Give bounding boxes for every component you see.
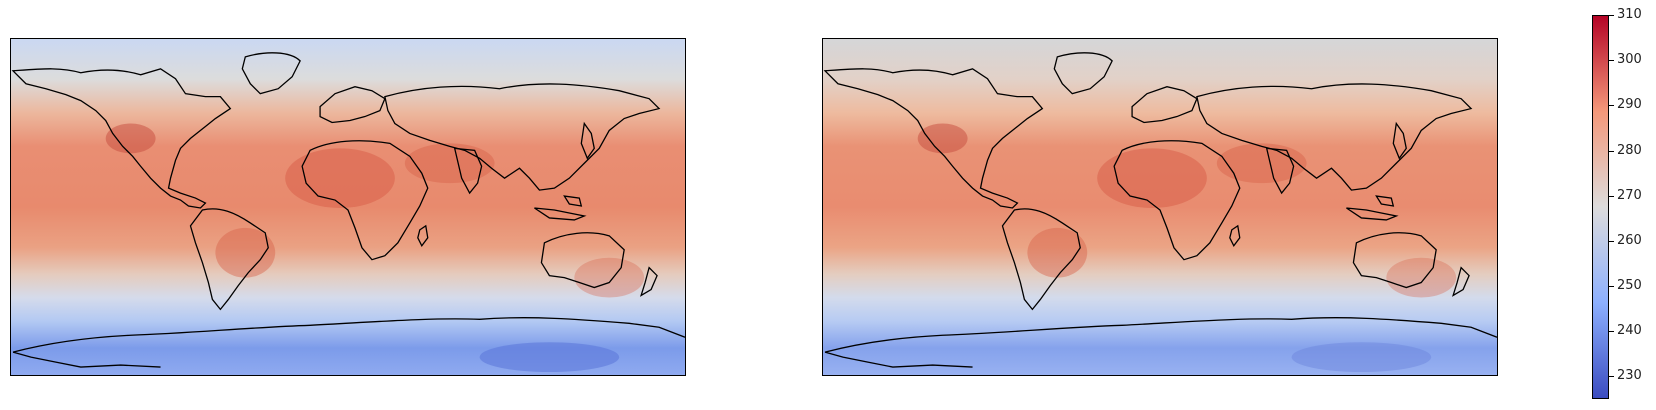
antarctic-cold [1291, 342, 1432, 373]
asia-heat [1216, 143, 1307, 184]
colorbar-tick-mark [1609, 195, 1614, 197]
coastlines [11, 52, 685, 368]
asia-heat [404, 143, 495, 184]
colorbar-tick-mark [1609, 240, 1614, 242]
colorbar-tick-mark [1609, 105, 1614, 107]
colorbar-tick-mark [1609, 60, 1614, 62]
temperature-map-right [822, 38, 1498, 376]
colorbar-tick-label: 300 [1617, 52, 1642, 68]
colorbar-tick-mark [1609, 286, 1614, 288]
colorbar-tick-label: 240 [1617, 323, 1642, 339]
colorbar [1592, 15, 1609, 399]
na-heat [917, 123, 968, 154]
colorbar-tick-label: 290 [1617, 97, 1642, 113]
colorbar-tick-label: 250 [1617, 278, 1642, 294]
colorbar-tick-mark [1609, 15, 1614, 16]
map-svg-left [11, 39, 685, 375]
colorbar-tick-label: 260 [1617, 232, 1642, 248]
amazon-heat [215, 227, 276, 278]
colorbar-tick-label: 280 [1617, 142, 1642, 158]
colorbar-tick-label: 310 [1617, 7, 1642, 22]
sahara-heat [285, 148, 395, 208]
antarctic-cold [479, 342, 620, 373]
sahara-heat [1097, 148, 1207, 208]
temperature-map-left [10, 38, 686, 376]
coastlines [823, 52, 1497, 368]
colorbar-tick-mark [1609, 150, 1614, 152]
colorbar-tick-mark [1609, 331, 1614, 333]
amazon-heat [1027, 227, 1088, 278]
map-svg-right [823, 39, 1497, 375]
colorbar-tick-label: 230 [1617, 368, 1642, 384]
colorbar-tick-mark [1609, 376, 1614, 378]
australia-heat [574, 257, 645, 298]
na-heat [105, 123, 156, 154]
australia-heat [1386, 257, 1457, 298]
colorbar-tick-label: 270 [1617, 187, 1642, 203]
